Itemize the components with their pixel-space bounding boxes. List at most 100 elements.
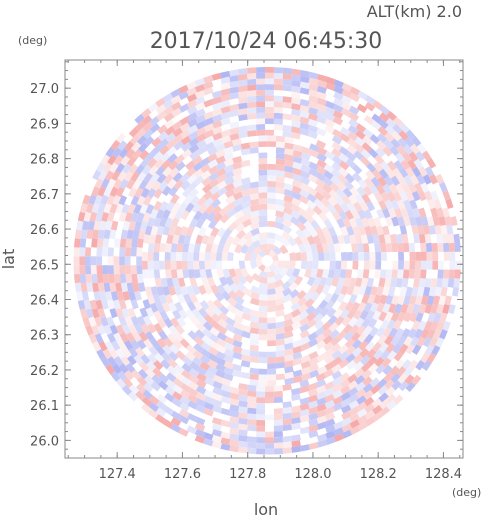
radar-cell xyxy=(187,243,196,253)
radar-cell xyxy=(325,418,336,427)
radar-cell xyxy=(333,433,344,443)
radar-cell xyxy=(187,260,194,270)
radar-cell xyxy=(163,112,175,123)
radar-cell xyxy=(92,229,100,239)
radar-cell xyxy=(108,348,119,359)
radar-cell xyxy=(357,421,368,431)
radar-cell xyxy=(273,124,284,131)
radar-cell xyxy=(172,384,183,395)
radar-cell xyxy=(391,131,402,142)
radar-cell xyxy=(437,260,444,270)
radar-cell xyxy=(249,309,260,318)
radar-cell xyxy=(300,152,311,161)
radar-cell xyxy=(442,190,451,201)
radar-cell xyxy=(273,95,284,102)
radar-cell xyxy=(247,73,257,80)
radar-cell xyxy=(203,395,215,405)
radar-cell xyxy=(238,102,248,110)
radar-cell xyxy=(215,149,226,159)
radar-cell xyxy=(327,196,338,207)
radar-cell xyxy=(267,299,277,307)
radar-cell xyxy=(365,200,376,212)
y-unit-label: (deg) xyxy=(18,34,47,47)
radar-cell xyxy=(395,327,405,339)
radar-cell xyxy=(132,148,143,160)
radar-cell xyxy=(308,106,319,116)
radar-cell xyxy=(332,389,343,399)
radar-cell xyxy=(329,329,340,340)
radar-cell xyxy=(244,274,254,284)
radar-cell xyxy=(220,383,231,393)
timestamp-title: 2017/10/24 06:45:30 xyxy=(150,29,383,54)
y-tick-label: 26.9 xyxy=(30,117,59,132)
radar-cell xyxy=(312,205,323,216)
radar-cell xyxy=(232,321,244,331)
radar-cell xyxy=(246,390,257,398)
radar-cell xyxy=(255,72,266,79)
radar-cell xyxy=(258,186,268,193)
radar-cell xyxy=(347,380,359,391)
radar-cell xyxy=(265,397,275,404)
radar-cell xyxy=(411,166,422,178)
radar-cell xyxy=(141,164,152,176)
radar-cell xyxy=(236,282,246,292)
radar-cell xyxy=(223,140,234,149)
radar-cell xyxy=(152,217,162,228)
radar-cell xyxy=(195,391,207,401)
radar-cell xyxy=(316,409,327,418)
radar-cell xyxy=(86,282,94,293)
radar-cell xyxy=(361,142,372,153)
radar-cell xyxy=(187,118,199,128)
radar-cell xyxy=(203,99,214,108)
radar-cell xyxy=(85,203,94,214)
radar-cell xyxy=(250,233,261,243)
radar-cell xyxy=(115,162,125,174)
radar-cell xyxy=(265,67,275,73)
radar-cell xyxy=(401,278,409,288)
y-tick-label: 26.5 xyxy=(30,258,59,273)
radar-cell xyxy=(214,291,225,302)
radar-cell xyxy=(402,242,410,253)
radar-cell xyxy=(209,326,220,337)
radar-cell xyxy=(189,218,199,229)
radar-cell xyxy=(389,145,400,157)
radar-cell xyxy=(430,190,439,201)
radar-cell xyxy=(132,229,140,240)
radar-cell xyxy=(323,170,334,180)
radar-cell xyxy=(255,425,266,432)
radar-cell xyxy=(431,345,441,356)
radar-cell xyxy=(383,139,394,150)
radar-cell xyxy=(310,243,318,253)
radar-cell xyxy=(282,435,292,443)
radar-cell xyxy=(382,208,391,219)
radar-cell xyxy=(92,169,102,181)
radar-cell xyxy=(234,295,245,306)
radar-cell xyxy=(271,254,279,261)
radar-cell xyxy=(412,303,421,314)
radar-cell xyxy=(300,235,310,246)
radar-cell xyxy=(424,278,432,288)
radar-cell xyxy=(448,269,456,279)
radar-cell xyxy=(102,247,109,257)
radar-cell xyxy=(267,192,277,199)
radar-cell xyxy=(247,67,257,74)
radar-cell xyxy=(215,363,226,373)
radar-cell xyxy=(149,302,159,313)
radar-cell xyxy=(211,90,222,99)
radar-cell xyxy=(365,310,376,321)
radar-cell xyxy=(96,247,103,257)
radar-cell xyxy=(395,233,403,244)
radar-cell xyxy=(340,308,350,320)
radar-cell xyxy=(180,285,189,296)
radar-cell xyxy=(308,227,319,238)
radar-cell xyxy=(302,227,312,238)
radar-cell xyxy=(207,159,219,169)
radar-cell xyxy=(235,288,246,299)
radar-cell xyxy=(255,95,266,102)
radar-cell xyxy=(441,278,449,288)
radar-cell xyxy=(215,344,227,354)
radar-cell xyxy=(139,149,150,161)
radar-cell xyxy=(130,265,137,275)
radar-cell xyxy=(170,269,178,279)
radar-cell xyxy=(275,204,285,212)
